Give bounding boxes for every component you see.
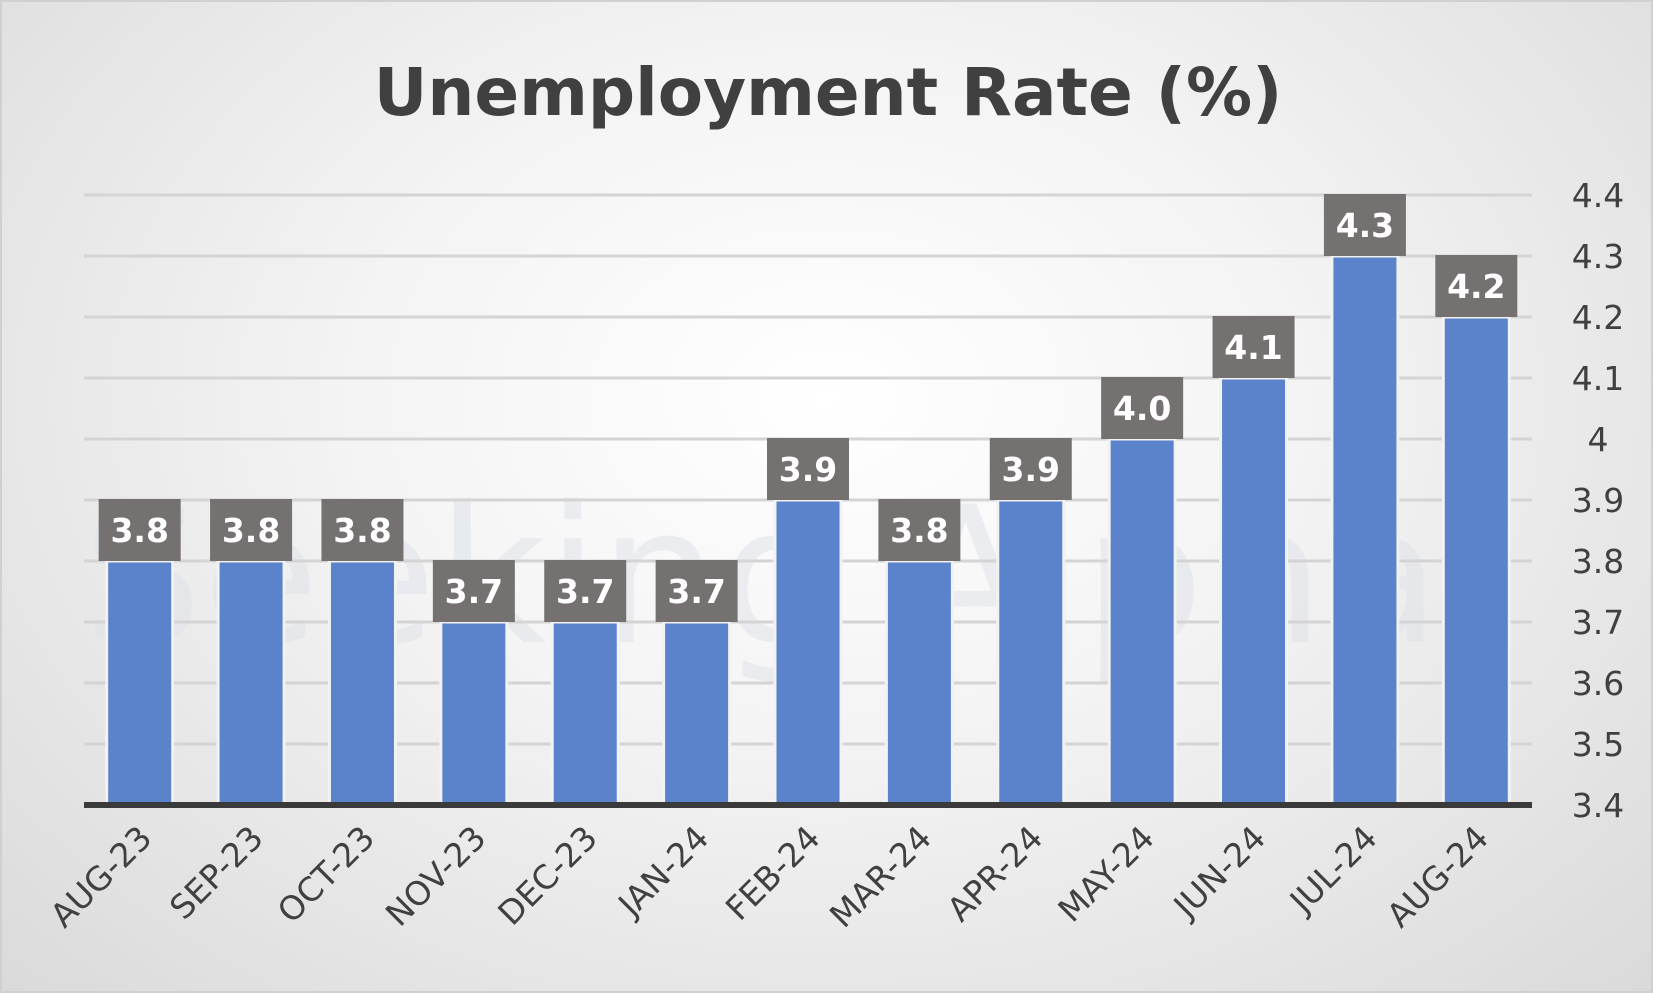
x-tick-label: MAY-24 (1050, 818, 1161, 929)
data-label: 3.8 (890, 511, 948, 550)
y-axis-ticks: 3.4 3.5 3.6 3.7 3.8 3.9 4 4.1 4.2 4.3 4.4 (1572, 176, 1624, 825)
data-labels: 3.8 3.8 3.8 3.7 3.7 3.7 3.9 3.8 3.9 4.0 4.1 4.3 4.2 (98, 194, 1518, 622)
y-tick-label: 4.4 (1572, 176, 1624, 215)
x-tick-label: AUG-23 (43, 818, 160, 935)
bar-jul-24 (1330, 254, 1400, 807)
data-label-box (1435, 255, 1518, 317)
x-tick-label: JUN-24 (1165, 818, 1274, 927)
data-label: 3.7 (667, 572, 725, 611)
data-label: 3.8 (110, 511, 168, 550)
bar-jun-24 (1219, 376, 1289, 807)
bars (105, 254, 1511, 807)
watermark-text: Seeking Alpha (82, 466, 1441, 687)
data-label: 3.8 (222, 511, 280, 550)
data-label: 4.1 (1224, 328, 1282, 367)
y-tick-label: 4.2 (1572, 298, 1624, 337)
bar-dec-23 (550, 620, 620, 807)
x-tick-label: APR-24 (939, 818, 1050, 929)
bar-apr-24 (996, 498, 1066, 807)
bar-mar-24 (884, 559, 954, 807)
data-label: 4.2 (1447, 267, 1505, 306)
data-label-box (210, 499, 293, 561)
data-label-box (432, 560, 515, 622)
data-label-box (1212, 316, 1295, 378)
x-tick-label: OCT-23 (270, 818, 382, 930)
bar-sep-23 (216, 559, 286, 807)
chart-title: Unemployment Rate (%) (374, 54, 1283, 131)
data-label-box (1323, 194, 1406, 256)
bar-may-24 (1107, 437, 1177, 807)
data-label-box (767, 438, 849, 500)
data-label: 3.7 (556, 572, 614, 611)
y-tick-label: 4 (1588, 420, 1609, 459)
x-tick-label: JUL-24 (1281, 818, 1385, 922)
x-tick-label: NOV-23 (378, 818, 494, 934)
data-label: 4.0 (1113, 389, 1171, 428)
data-label: 3.7 (445, 572, 503, 611)
y-tick-label: 3.4 (1572, 786, 1624, 825)
data-label-box (321, 499, 404, 561)
y-tick-label: 4.1 (1572, 359, 1624, 398)
y-tick-label: 3.6 (1572, 664, 1624, 703)
x-tick-label: MAR-24 (822, 818, 939, 935)
x-tick-label: JAN-24 (609, 818, 716, 925)
data-label: 4.3 (1336, 206, 1394, 245)
data-label: 3.9 (779, 450, 837, 489)
data-label-box (544, 560, 627, 622)
bar-aug-23 (105, 559, 175, 807)
y-tick-label: 3.7 (1572, 603, 1624, 642)
x-tick-label: FEB-24 (718, 818, 828, 928)
data-label-box (655, 560, 738, 622)
y-tick-label: 3.5 (1572, 725, 1624, 764)
y-tick-label: 3.8 (1572, 542, 1624, 581)
bar-jan-24 (662, 620, 732, 807)
data-label-box (98, 499, 181, 561)
bar-aug-24 (1441, 315, 1511, 807)
y-tick-label: 4.3 (1572, 237, 1624, 276)
data-label-box (878, 499, 961, 561)
data-label-box (989, 438, 1072, 500)
bar-oct-23 (327, 559, 397, 807)
x-tick-label: AUG-24 (1379, 818, 1496, 935)
x-tick-label: SEP-23 (162, 818, 271, 927)
data-label: 3.8 (333, 511, 391, 550)
bar-nov-23 (439, 620, 509, 807)
data-label-box (1101, 377, 1184, 439)
x-tick-label: DEC-23 (490, 818, 605, 933)
y-tick-label: 3.9 (1572, 481, 1624, 520)
bar-feb-24 (773, 498, 843, 807)
data-label: 3.9 (1002, 450, 1060, 489)
